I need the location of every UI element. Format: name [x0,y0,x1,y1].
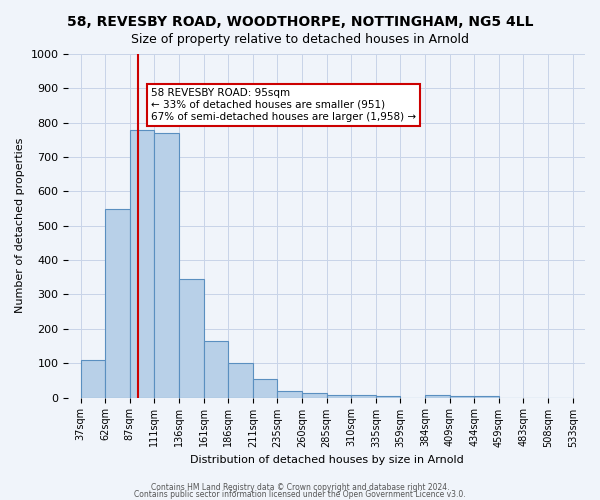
Bar [425,395,449,398]
Bar [130,130,154,398]
Y-axis label: Number of detached properties: Number of detached properties [15,138,25,314]
Bar [302,394,326,398]
Bar [253,378,277,398]
Text: Contains public sector information licensed under the Open Government Licence v3: Contains public sector information licen… [134,490,466,499]
Bar [154,133,179,398]
Bar [228,363,253,398]
Text: Size of property relative to detached houses in Arnold: Size of property relative to detached ho… [131,32,469,46]
Bar [474,396,499,398]
Text: 58 REVESBY ROAD: 95sqm
← 33% of detached houses are smaller (951)
67% of semi-de: 58 REVESBY ROAD: 95sqm ← 33% of detached… [151,88,416,122]
Bar [203,341,228,398]
Bar [105,208,130,398]
Bar [179,279,203,398]
X-axis label: Distribution of detached houses by size in Arnold: Distribution of detached houses by size … [190,455,464,465]
Bar [277,392,302,398]
Bar [376,396,400,398]
Bar [80,360,105,398]
Text: 58, REVESBY ROAD, WOODTHORPE, NOTTINGHAM, NG5 4LL: 58, REVESBY ROAD, WOODTHORPE, NOTTINGHAM… [67,15,533,29]
Text: Contains HM Land Registry data © Crown copyright and database right 2024.: Contains HM Land Registry data © Crown c… [151,484,449,492]
Bar [351,395,376,398]
Bar [449,396,474,398]
Bar [326,395,351,398]
